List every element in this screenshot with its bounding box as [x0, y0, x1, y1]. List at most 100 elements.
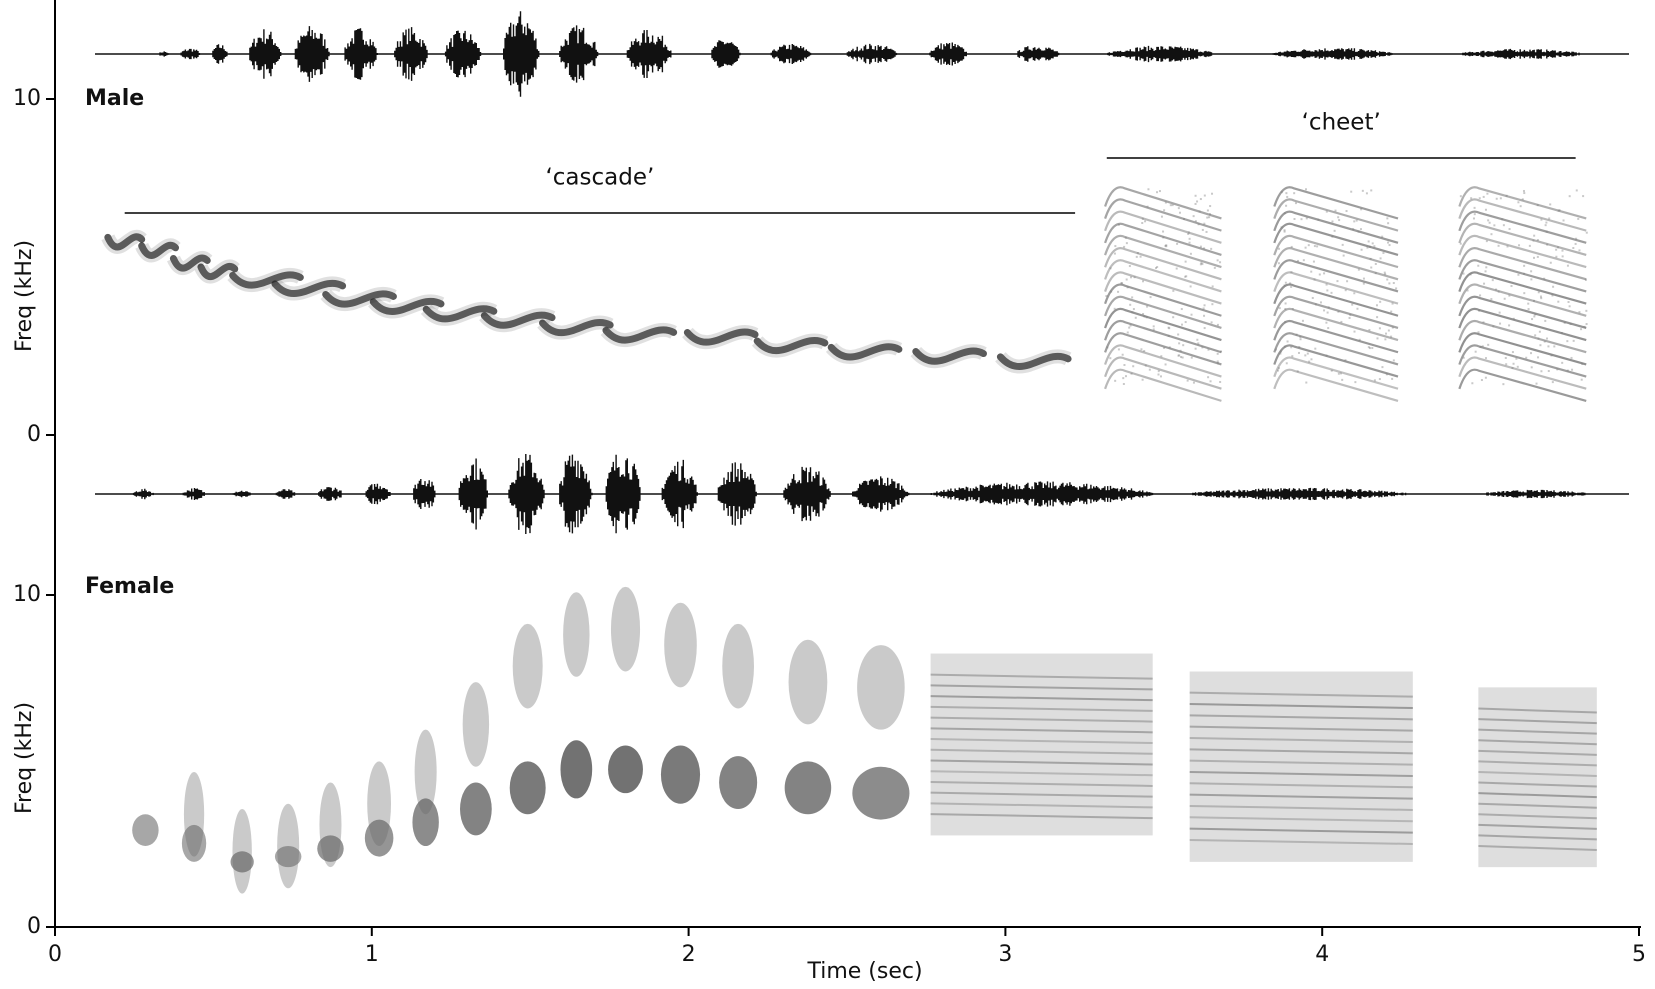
noise — [1285, 192, 1288, 195]
noise — [1482, 195, 1485, 198]
noise — [1326, 311, 1329, 314]
cascade-note-halo — [269, 276, 346, 301]
noise — [1122, 382, 1125, 385]
noise — [1337, 310, 1340, 313]
noise — [1277, 367, 1280, 370]
female-cheet-band — [930, 727, 1153, 734]
noise — [1478, 309, 1481, 312]
cheet-harmonic — [1458, 307, 1587, 342]
noise — [1387, 329, 1390, 332]
noise — [1361, 189, 1364, 192]
noise — [1284, 302, 1287, 305]
cheet-harmonic — [1104, 307, 1222, 342]
noise — [1114, 379, 1117, 382]
cheet-harmonic — [1104, 186, 1222, 220]
noise — [1181, 323, 1184, 326]
noise — [1330, 291, 1333, 294]
noise — [1512, 362, 1515, 365]
noise — [1296, 259, 1299, 262]
noise — [1182, 344, 1185, 347]
noise — [1213, 266, 1216, 269]
noise — [1290, 271, 1293, 274]
noise — [1525, 356, 1528, 359]
noise — [1168, 327, 1171, 330]
noise — [1113, 252, 1116, 255]
female-note-upper — [277, 803, 300, 889]
cheet-harmonic — [1458, 320, 1587, 354]
female-note — [230, 851, 254, 873]
cascade-note — [827, 343, 903, 361]
waveform — [95, 454, 1629, 534]
noise — [1584, 278, 1587, 281]
noise — [1386, 278, 1389, 281]
noise — [1188, 241, 1191, 244]
noise — [1371, 242, 1374, 245]
female-note — [460, 782, 492, 836]
noise — [1141, 222, 1144, 225]
noise — [1187, 232, 1190, 235]
female-cheet-band — [1189, 736, 1413, 743]
noise — [1123, 245, 1126, 248]
noise — [1490, 233, 1493, 236]
cheet-harmonic — [1273, 186, 1399, 220]
noise — [1585, 309, 1588, 312]
noise — [1521, 198, 1524, 201]
noise — [1283, 230, 1286, 233]
female-cheet-band — [1478, 845, 1597, 851]
noise — [1356, 307, 1359, 310]
female-note — [719, 756, 758, 809]
noise — [1285, 204, 1288, 207]
noise — [1165, 245, 1168, 248]
noise — [1295, 333, 1298, 336]
noise — [1164, 363, 1167, 366]
noise — [1515, 357, 1518, 360]
cascade-note — [169, 254, 211, 272]
cascade-note — [538, 319, 614, 337]
noise — [1297, 351, 1300, 354]
noise — [1206, 216, 1209, 219]
noise — [1568, 195, 1571, 198]
cheet-harmonic — [1104, 283, 1222, 317]
noise — [1519, 205, 1522, 208]
female-note-upper — [367, 761, 392, 846]
cascade-note-halo — [995, 349, 1072, 374]
noise — [1546, 243, 1549, 246]
female-cheet-band — [1189, 804, 1413, 811]
cascade-note-halo — [101, 230, 147, 254]
female-cheet-band — [1189, 770, 1413, 777]
noise — [1557, 246, 1560, 249]
cascade-note — [197, 263, 239, 281]
noise — [1199, 245, 1202, 248]
noise — [1374, 262, 1377, 265]
noise — [1280, 350, 1283, 353]
noise — [1545, 230, 1548, 233]
noise — [1366, 246, 1369, 249]
noise — [1126, 331, 1129, 334]
noise — [1501, 218, 1504, 221]
noise — [1144, 364, 1147, 367]
noise — [1365, 192, 1368, 195]
noise — [1373, 379, 1376, 382]
cheet-harmonic — [1458, 247, 1587, 281]
noise — [1338, 219, 1341, 222]
noise — [1130, 372, 1133, 375]
noise — [1488, 221, 1491, 224]
noise — [1149, 296, 1152, 299]
noise — [1481, 345, 1484, 348]
noise — [1179, 349, 1182, 352]
noise — [1382, 251, 1385, 254]
noise — [1337, 372, 1340, 375]
noise — [1131, 296, 1134, 299]
noise — [1523, 192, 1526, 195]
noise — [1563, 321, 1566, 324]
noise — [1325, 210, 1328, 213]
noise — [1326, 289, 1329, 292]
noise — [1470, 197, 1473, 200]
noise — [1495, 197, 1498, 200]
noise — [1180, 356, 1183, 359]
noise — [1348, 316, 1351, 319]
noise — [1342, 254, 1345, 257]
female-note — [660, 745, 701, 804]
female-cheet-band — [930, 738, 1153, 745]
cheet-harmonic — [1273, 368, 1399, 402]
